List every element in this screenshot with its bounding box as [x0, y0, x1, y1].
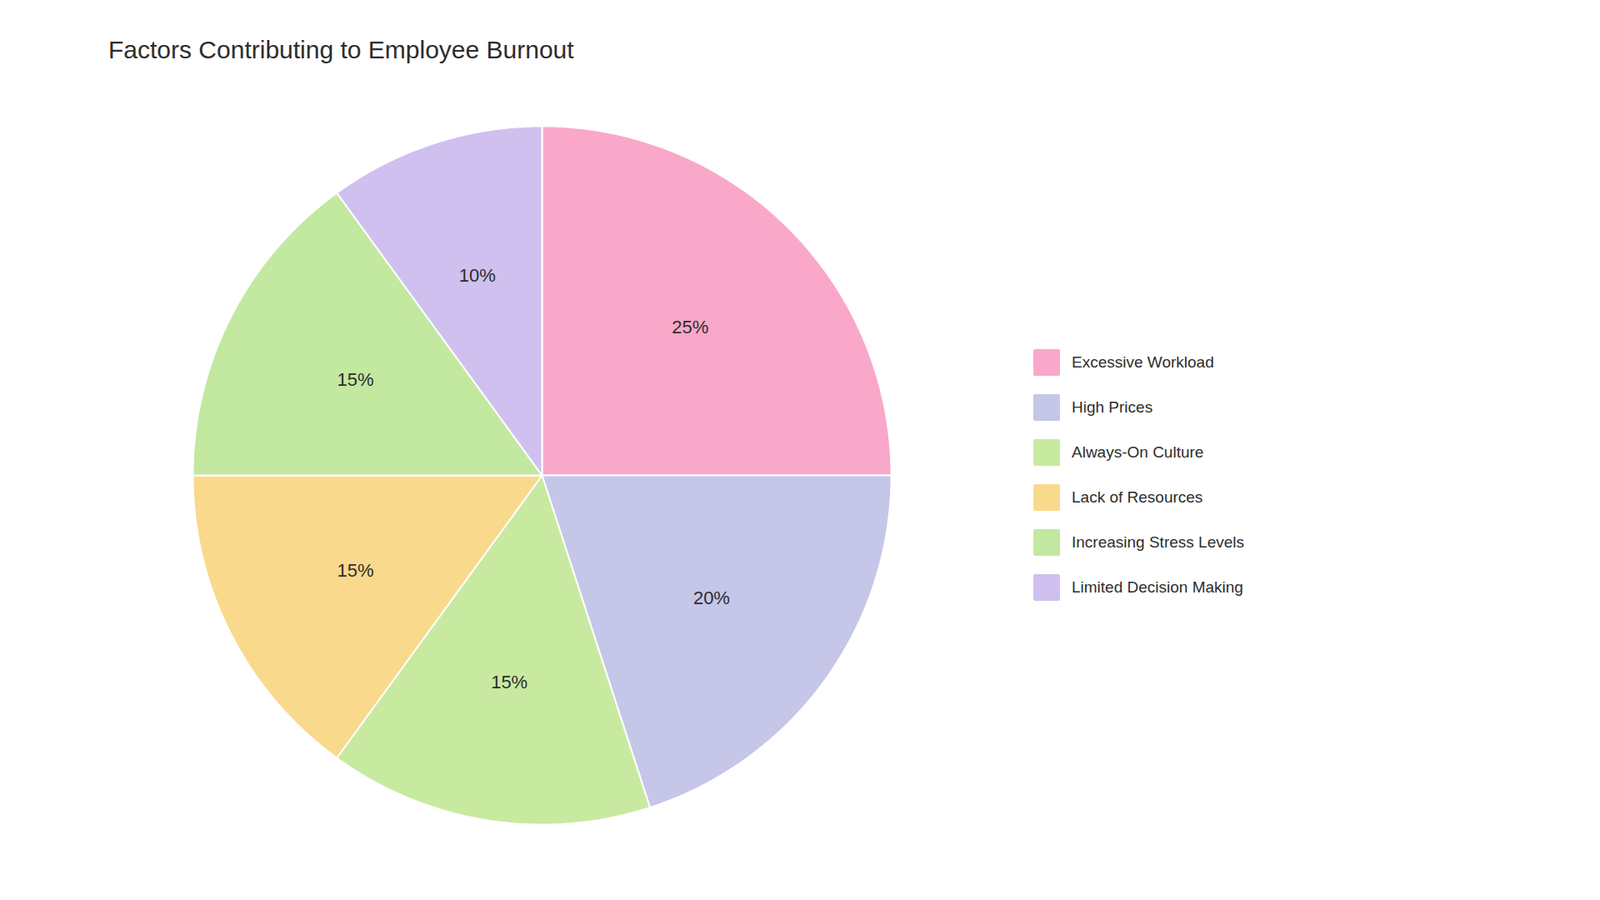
- html-text:High Prices: High Prices: [1071, 398, 1153, 416]
- svg-text:10%: 10%: [459, 265, 496, 286]
- svg-text:15%: 15%: [336, 560, 374, 581]
- svg-text:25%: 25%: [671, 316, 709, 338]
- html-text:Lack of Resources: Lack of Resources: [1071, 488, 1203, 506]
- html-text:Always-On Culture: Always-On Culture: [1071, 443, 1204, 461]
- html-text:Increasing Stress Levels: Increasing Stress Levels: [1071, 533, 1245, 551]
- svg-text:15%: 15%: [336, 369, 374, 390]
- html-text:Excessive Workload: Excessive Workload: [1071, 353, 1214, 371]
- svg-text:20%: 20%: [693, 587, 730, 609]
- svg-text:15%: 15%: [490, 671, 528, 693]
- html-text:Limited Decision Making: Limited Decision Making: [1071, 578, 1244, 596]
- html-text:Factors Contributing to Employ: Factors Contributing to Employee Burnout: [108, 35, 574, 64]
